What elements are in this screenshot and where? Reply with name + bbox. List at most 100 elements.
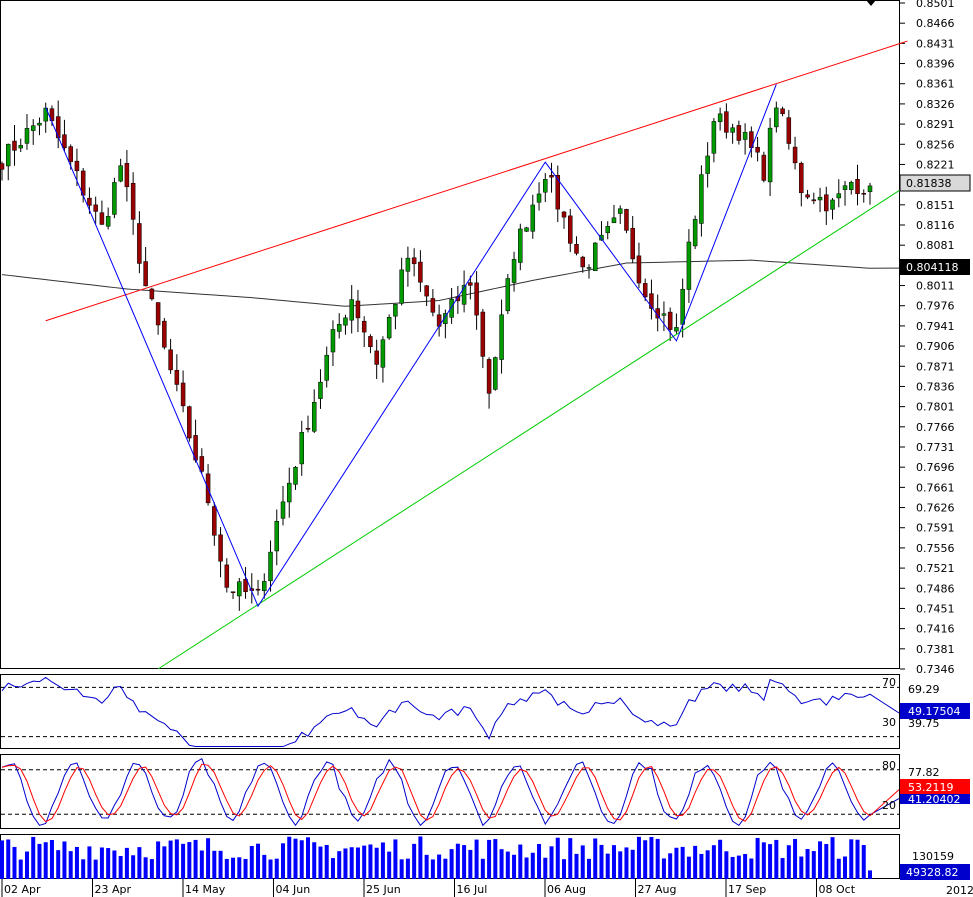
volume-bar bbox=[568, 838, 573, 879]
volume-bar bbox=[218, 850, 223, 879]
candle bbox=[705, 142, 710, 188]
candle-body bbox=[268, 551, 273, 582]
candle bbox=[499, 299, 504, 374]
candle bbox=[480, 308, 486, 369]
candle bbox=[374, 339, 379, 379]
candle bbox=[518, 223, 523, 271]
candle bbox=[305, 415, 311, 433]
date-tick-label: 16 Jul bbox=[457, 883, 488, 896]
candle bbox=[686, 229, 692, 303]
rsi-panel: 69.29 39.75 70 30 49.17504 bbox=[0, 674, 970, 749]
rsi-level-label-high: 69.29 bbox=[908, 683, 940, 696]
candle bbox=[555, 165, 561, 223]
price-tick-label: 0.7556 bbox=[916, 542, 955, 555]
price-tick-label: 0.8011 bbox=[916, 280, 955, 293]
volume-bar bbox=[474, 839, 479, 879]
volume-bar bbox=[305, 837, 310, 879]
volume-bar bbox=[743, 854, 748, 879]
volume-bar bbox=[518, 844, 523, 879]
candle bbox=[755, 136, 760, 162]
volume-bar bbox=[555, 837, 560, 879]
candle-body bbox=[62, 134, 67, 149]
volume-bar bbox=[6, 839, 11, 879]
volume-bar bbox=[705, 850, 710, 879]
volume-bar bbox=[580, 845, 585, 879]
candle bbox=[230, 591, 236, 600]
candle-body bbox=[74, 160, 80, 172]
candle bbox=[561, 210, 567, 229]
candle-body bbox=[699, 174, 704, 224]
volume-bar bbox=[649, 836, 654, 879]
volume-bar bbox=[861, 845, 866, 879]
price-badges: 0.81838 0.804118 bbox=[899, 174, 971, 275]
candle bbox=[199, 448, 205, 474]
candle-body bbox=[262, 581, 267, 591]
candle-body bbox=[505, 278, 511, 312]
price-tick-label: 0.8466 bbox=[916, 17, 955, 30]
volume-bar bbox=[586, 858, 591, 879]
volume-bar bbox=[799, 856, 804, 879]
candle-body bbox=[518, 228, 523, 263]
candle-body bbox=[705, 155, 710, 174]
price-panel: 0.8501 0.8466 0.8431 0.8396 0.8361 0.8326 0.82… bbox=[0, 0, 971, 676]
candle-body bbox=[18, 145, 23, 149]
candle bbox=[536, 182, 542, 211]
stoch-k-path bbox=[1, 757, 900, 827]
volume-bar bbox=[324, 844, 329, 879]
volume-last-badge bbox=[900, 864, 970, 880]
candle bbox=[699, 165, 704, 237]
candle bbox=[180, 370, 186, 413]
candle bbox=[330, 320, 336, 367]
volume-bar bbox=[249, 845, 254, 879]
candle bbox=[237, 577, 242, 611]
candle bbox=[461, 270, 467, 313]
volume-bar bbox=[337, 851, 342, 879]
candle bbox=[605, 221, 610, 240]
candle-body bbox=[37, 122, 42, 126]
date-tick-label: 25 Jun bbox=[366, 883, 401, 896]
candle bbox=[112, 177, 117, 219]
volume-bar bbox=[643, 840, 648, 879]
candle bbox=[742, 123, 748, 155]
date-tick-label: 23 Apr bbox=[95, 883, 132, 896]
candle bbox=[580, 255, 585, 273]
candle bbox=[568, 208, 573, 253]
candle-body bbox=[493, 357, 498, 390]
candle bbox=[174, 354, 180, 392]
candle bbox=[599, 221, 604, 241]
candle-body bbox=[343, 317, 348, 326]
candle-body bbox=[849, 182, 854, 190]
volume-bar bbox=[818, 841, 823, 879]
candle-body bbox=[711, 121, 717, 154]
last-price-badge bbox=[899, 174, 971, 192]
volume-bar bbox=[824, 844, 829, 879]
candle bbox=[43, 102, 48, 133]
volume-bar bbox=[405, 858, 410, 879]
candle bbox=[736, 120, 742, 145]
price-tick-label: 0.8431 bbox=[916, 37, 955, 50]
scroll-marker-icon[interactable] bbox=[866, 0, 876, 6]
volume-bar bbox=[443, 858, 448, 879]
volume-last-value: 49328.82 bbox=[906, 866, 959, 879]
candle bbox=[543, 173, 548, 203]
volume-bar bbox=[118, 855, 123, 879]
candle-body bbox=[755, 146, 760, 153]
candle bbox=[380, 336, 386, 383]
volume-bar bbox=[805, 849, 810, 879]
candle-body bbox=[724, 111, 729, 133]
candle-body bbox=[630, 227, 635, 260]
candle bbox=[817, 187, 823, 213]
candle-body bbox=[130, 182, 136, 220]
ma-value-label: 0.804118 bbox=[906, 261, 959, 274]
stochastic-lines bbox=[1, 757, 900, 827]
price-tick-label: 0.8256 bbox=[916, 138, 955, 151]
volume-bars bbox=[0, 836, 872, 879]
candle bbox=[5, 143, 11, 181]
candle bbox=[368, 334, 373, 354]
candle-body bbox=[817, 196, 823, 201]
volume-bar bbox=[718, 839, 723, 879]
stoch-label-high: 77.82 bbox=[908, 766, 940, 779]
volume-bar bbox=[424, 854, 429, 879]
volume-bar bbox=[611, 845, 616, 879]
volume-bar bbox=[224, 858, 229, 879]
